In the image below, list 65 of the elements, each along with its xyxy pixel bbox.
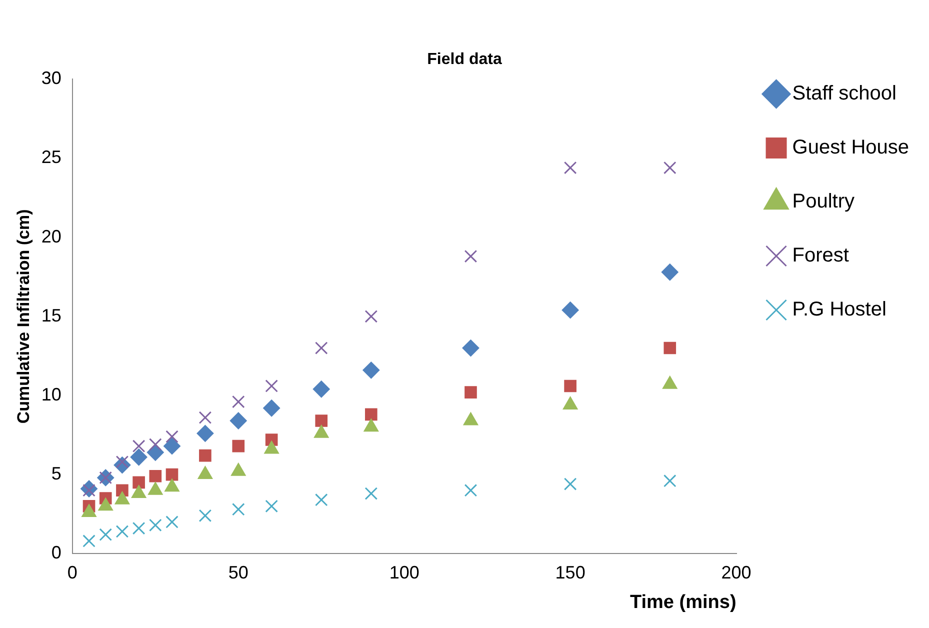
y-tick-label: 30 xyxy=(41,68,62,88)
x-tick-label: 200 xyxy=(721,562,752,582)
point xyxy=(166,430,178,443)
point xyxy=(464,250,478,263)
point xyxy=(265,380,278,392)
point xyxy=(464,386,477,398)
point xyxy=(663,474,676,488)
point xyxy=(164,438,180,455)
point xyxy=(148,518,162,532)
legend-label: Poultry xyxy=(792,190,855,213)
y-tick-label: 25 xyxy=(41,147,62,168)
point xyxy=(198,411,212,424)
point xyxy=(232,502,245,516)
point xyxy=(315,414,328,427)
y-tick-label: 10 xyxy=(41,384,62,404)
point xyxy=(232,440,245,452)
point xyxy=(230,412,247,430)
point xyxy=(196,424,214,442)
point xyxy=(564,478,577,490)
point xyxy=(464,484,478,497)
point xyxy=(562,302,579,319)
point xyxy=(232,395,245,408)
point xyxy=(364,408,378,421)
point xyxy=(116,525,129,538)
y-axis-title: Cumulative Infiltraion (cm) xyxy=(14,209,33,424)
point xyxy=(312,380,330,398)
point xyxy=(149,470,162,482)
point xyxy=(364,310,378,323)
point xyxy=(664,342,676,354)
point xyxy=(462,340,480,357)
y-tick-label: 0 xyxy=(51,542,62,563)
x-tick-label: 0 xyxy=(67,562,78,582)
legend-label: Staff school xyxy=(792,82,896,105)
x-axis-title: Time (mins) xyxy=(630,592,736,613)
x-tick-label: 100 xyxy=(389,562,420,582)
y-tick-label: 20 xyxy=(41,226,62,246)
point xyxy=(362,362,380,379)
point xyxy=(198,509,212,522)
point xyxy=(132,440,146,452)
y-tick-label: 5 xyxy=(51,464,62,484)
point xyxy=(364,487,378,500)
point xyxy=(663,161,676,174)
point xyxy=(661,264,678,281)
point xyxy=(99,528,112,542)
point xyxy=(314,493,328,506)
point xyxy=(314,342,328,354)
point xyxy=(564,161,577,174)
x-tick-label: 50 xyxy=(228,562,248,582)
point xyxy=(263,400,280,417)
point xyxy=(265,500,278,513)
point xyxy=(82,534,96,548)
point xyxy=(132,522,146,535)
x-tick-label: 150 xyxy=(555,562,586,582)
y-tick-label: 15 xyxy=(41,305,62,326)
point xyxy=(166,516,178,528)
point xyxy=(166,468,178,481)
point xyxy=(130,448,148,466)
point xyxy=(564,380,576,392)
point xyxy=(132,476,145,489)
legend-label: Forest xyxy=(792,244,850,267)
legend-label: Guest House xyxy=(792,136,910,159)
chart-title: Field data xyxy=(427,51,502,68)
legend-label: P.G Hostel xyxy=(792,298,886,321)
point xyxy=(148,438,162,451)
point xyxy=(199,449,212,462)
